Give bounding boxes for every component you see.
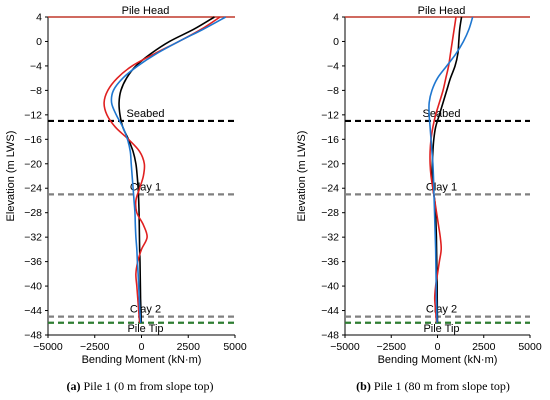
- y-tick-label: 4: [36, 12, 42, 24]
- series-line-2: [429, 16, 457, 323]
- y-tick-label: −28: [321, 207, 339, 219]
- y-tick-label: −48: [321, 330, 339, 342]
- annotation-label-pile-head: Pile Head: [418, 5, 466, 17]
- annotation-label-clay-2: Clay 2: [130, 304, 161, 316]
- annotation-label-clay-1: Clay 1: [426, 181, 457, 193]
- y-tick-label: −40: [321, 281, 339, 293]
- y-tick-label: −4: [327, 60, 339, 72]
- annotation-label-seabed: Seabed: [127, 108, 165, 120]
- x-axis-label: Bending Moment (kN·m): [378, 354, 498, 366]
- y-tick-label: −12: [321, 109, 339, 121]
- y-tick-label: −44: [321, 305, 339, 317]
- annotation-label-clay-2: Clay 2: [426, 304, 457, 316]
- annotation-label-seabed: Seabed: [423, 108, 461, 120]
- caption-text: Pile 1 (80 m from slope top): [371, 379, 510, 393]
- y-tick-label: −16: [24, 134, 42, 146]
- x-axis-label: Bending Moment (kN·m): [82, 354, 202, 366]
- y-tick-label: −4: [30, 60, 42, 72]
- y-tick-label: −24: [321, 183, 339, 195]
- y-tick-label: 4: [333, 12, 339, 24]
- x-tick-label: 5000: [518, 341, 542, 353]
- x-tick-label: −5000: [33, 341, 63, 353]
- y-tick-label: −20: [321, 158, 339, 170]
- y-tick-label: −36: [321, 256, 339, 268]
- y-tick-label: −20: [24, 158, 42, 170]
- y-tick-label: −44: [24, 305, 42, 317]
- x-tick-label: 2500: [177, 341, 201, 353]
- series-line-3: [110, 16, 227, 323]
- y-tick-label: 0: [333, 36, 339, 48]
- series-line-3: [428, 16, 474, 323]
- series-line-1: [118, 16, 215, 323]
- annotation-label-pile-head: Pile Head: [122, 5, 170, 17]
- y-tick-label: −48: [24, 330, 42, 342]
- caption-letter: (a): [67, 379, 81, 393]
- chart-panel-a: 4 0 −4 −8 −12 −16 −20 −24 −28 −32 −36 −40 −44 −48−500…: [5, 5, 247, 393]
- x-tick-label: −2500: [377, 341, 407, 353]
- panel-caption: (b) Pile 1 (80 m from slope top): [356, 379, 510, 393]
- y-axis-label: Elevation (m LWS): [296, 131, 308, 222]
- x-tick-label: 5000: [223, 341, 247, 353]
- annotation-label-pile-tip: Pile Tip: [423, 323, 459, 335]
- series-line-2: [103, 16, 221, 323]
- y-tick-label: −24: [24, 183, 42, 195]
- y-tick-label: −8: [30, 85, 42, 97]
- caption-text: Pile 1 (0 m from slope top): [81, 379, 214, 393]
- y-tick-label: −32: [321, 232, 339, 244]
- y-tick-label: −16: [321, 134, 339, 146]
- x-tick-label: 0: [435, 341, 441, 353]
- y-tick-label: 0: [36, 36, 42, 48]
- y-tick-label: −40: [24, 281, 42, 293]
- x-tick-label: 2500: [472, 341, 496, 353]
- y-tick-label: −12: [24, 109, 42, 121]
- y-tick-label: −36: [24, 256, 42, 268]
- panel-caption: (a) Pile 1 (0 m from slope top): [67, 379, 214, 393]
- y-tick-label: −28: [24, 207, 42, 219]
- caption-letter: (b): [356, 379, 371, 393]
- annotation-label-clay-1: Clay 1: [130, 181, 161, 193]
- y-tick-label: −32: [24, 232, 42, 244]
- y-axis-label: Elevation (m LWS): [5, 131, 17, 222]
- x-tick-label: −5000: [330, 341, 360, 353]
- chart-panel-b: 4 0 −4 −8 −12 −16 −20 −24 −28 −32 −36 −40 −44 −48−500…: [296, 5, 542, 393]
- x-tick-label: −2500: [80, 341, 110, 353]
- annotation-label-pile-tip: Pile Tip: [127, 323, 163, 335]
- y-tick-label: −8: [327, 85, 339, 97]
- x-tick-label: 0: [139, 341, 145, 353]
